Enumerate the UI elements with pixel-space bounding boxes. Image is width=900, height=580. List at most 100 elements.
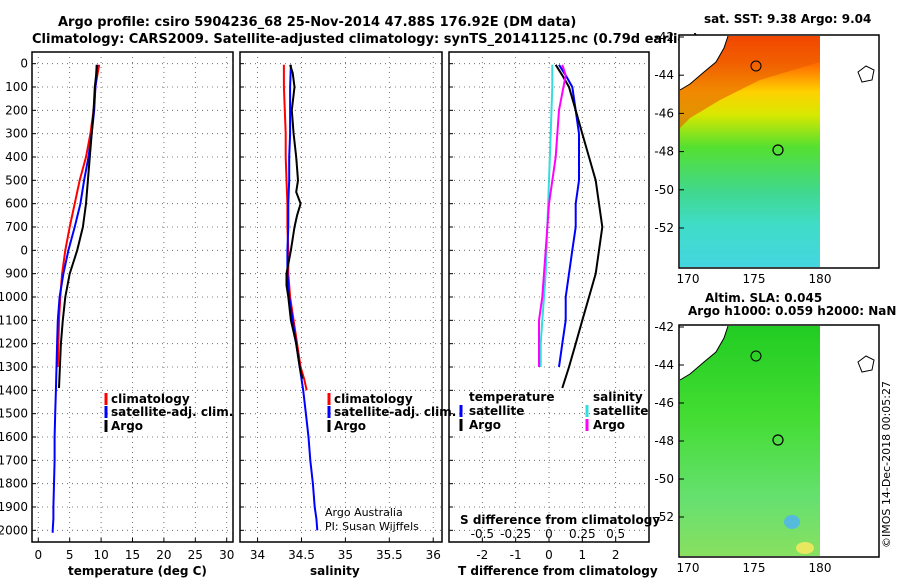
- sla-map: [678, 324, 880, 558]
- map-lon-tick-label: 175: [743, 561, 766, 575]
- pressure-tick-label: 1500: [0, 407, 28, 421]
- sst-island-east: [857, 65, 875, 83]
- x-tick-label: 36: [426, 548, 441, 562]
- pressure-tick-label: 1600: [0, 430, 28, 444]
- pressure-tick-label: 600: [5, 197, 28, 211]
- x-tick-label: 20: [156, 548, 171, 562]
- pressure-tick-label: 1700: [0, 453, 28, 467]
- x-tick-label: 34: [250, 548, 265, 562]
- x-tick-label: -1: [510, 548, 522, 562]
- s-difference-tick-label: 0.25: [569, 527, 596, 541]
- map-lat-tick-label: -46: [654, 106, 674, 120]
- series-line-temperature-argo: [554, 64, 604, 389]
- x-tick-label: 10: [93, 548, 108, 562]
- legend-s-argo-label: Argo: [593, 418, 625, 432]
- pressure-tick-label: 300: [5, 127, 28, 141]
- pressure-tick-label: 0: [20, 243, 28, 257]
- pressure-tick-label: 500: [5, 173, 28, 187]
- sst-map: [678, 34, 880, 269]
- map-lon-tick-label: 170: [677, 272, 700, 286]
- pressure-tick-label: 100: [5, 80, 28, 94]
- salinity-axis-label: salinity: [310, 564, 360, 578]
- s-difference-axis-label: S difference from climatology: [460, 513, 660, 527]
- x-tick-label: -2: [476, 548, 488, 562]
- map-lon-tick-label: 180: [809, 272, 832, 286]
- x-tick-label: 5: [66, 548, 74, 562]
- difference-legend: temperature satellite Argo salinity sate…: [459, 390, 648, 432]
- legend-satellite-label: satellite-adj. clim.: [111, 405, 233, 419]
- series-line-argo: [58, 64, 98, 389]
- sla-argo-position: [772, 434, 784, 446]
- x-tick-label: 30: [219, 548, 234, 562]
- sla-coastline: [679, 325, 729, 381]
- sla-land: [680, 326, 728, 380]
- map-lat-tick-label: -48: [654, 145, 674, 159]
- map-lat-tick-label: -52: [654, 510, 674, 524]
- credit-argo-australia: Argo Australia: [325, 506, 403, 519]
- s-difference-tick-label: -0.5: [471, 527, 494, 541]
- x-tick-label: 35.5: [376, 548, 403, 562]
- map-lat-tick-label: -50: [654, 472, 674, 486]
- x-tick-label: 0: [545, 548, 553, 562]
- x-tick-label: 0: [34, 548, 42, 562]
- s-difference-tick-label: -0.25: [500, 527, 531, 541]
- x-tick-label: 2: [612, 548, 620, 562]
- legend-argo-label: Argo: [334, 419, 366, 433]
- imos-timestamp: ©IMOS 14-Dec-2018 00:05:27: [880, 381, 893, 548]
- sst-coastline: [679, 35, 729, 91]
- x-tick-label: 15: [125, 548, 140, 562]
- sla-island-east: [857, 355, 875, 373]
- s-difference-tick-label: 0: [545, 527, 553, 541]
- pressure-tick-label: 0: [20, 57, 28, 71]
- pressure-tick-label: 700: [5, 220, 28, 234]
- pressure-tick-label: 1900: [0, 500, 28, 514]
- map-lon-tick-label: 180: [809, 561, 832, 575]
- sst-argo-position: [772, 144, 784, 156]
- map-lat-tick-label: -44: [654, 358, 674, 372]
- series-line-salinity-argo: [538, 64, 567, 367]
- map-lon-tick-label: 170: [677, 561, 700, 575]
- map-lat-tick-label: -50: [654, 183, 674, 197]
- series-line-argo: [285, 64, 304, 379]
- t-difference-axis-label: T difference from climatology: [458, 564, 658, 578]
- pressure-tick-label: 1300: [0, 360, 28, 374]
- map-lat-tick-label: -52: [654, 221, 674, 235]
- sla-blue-anomaly: [784, 515, 800, 529]
- pressure-tick-labels: 0 100 200 300 400 500 600 700 0 900 1000 1100 1200 13…: [0, 57, 28, 538]
- pressure-tick-label: 1400: [0, 383, 28, 397]
- credit-pi-name: PI: Susan Wijffels: [325, 520, 419, 533]
- series-line-temperature-satellite: [558, 64, 580, 368]
- map-lat-tick-label: -42: [654, 320, 674, 334]
- legend-argo-label: Argo: [111, 419, 143, 433]
- legend-t-satellite-label: satellite: [469, 404, 524, 418]
- legend-temperature-heading: temperature: [469, 390, 554, 404]
- map-lat-tick-label: -44: [654, 68, 674, 82]
- x-tick-label: 35: [338, 548, 353, 562]
- figure-title-line2: Climatology: CARS2009. Satellite-adjuste…: [32, 32, 699, 47]
- temperature-legend: climatology satellite-adj. clim. Argo: [104, 392, 233, 433]
- s-difference-tick-label: 0.5: [606, 527, 625, 541]
- series-line-satellite-adj-clim-: [286, 64, 319, 531]
- figure-title-line1: Argo profile: csiro 5904236_68 25-Nov-20…: [58, 15, 576, 30]
- pressure-tick-label: 1000: [0, 290, 28, 304]
- x-tick-label: 25: [188, 548, 203, 562]
- legend-climatology-label: climatology: [111, 392, 190, 406]
- pressure-tick-label: 400: [5, 150, 28, 164]
- map-lat-tick-label: -48: [654, 434, 674, 448]
- legend-satellite-label: satellite-adj. clim.: [334, 405, 456, 419]
- legend-climatology-label: climatology: [334, 392, 413, 406]
- sst-island: [750, 60, 762, 72]
- x-tick-label: 34.5: [288, 548, 315, 562]
- pressure-tick-label: 1100: [0, 313, 28, 327]
- map-lat-tick-label: -46: [654, 396, 674, 410]
- salinity-legend: climatology satellite-adj. clim. Argo: [327, 392, 456, 433]
- x-tick-label: 1: [579, 548, 587, 562]
- legend-salinity-heading: salinity: [593, 390, 643, 404]
- map-lon-tick-label: 175: [743, 272, 766, 286]
- sla-island: [750, 350, 762, 362]
- sla-map-title-line1: Altim. SLA: 0.045: [705, 291, 822, 305]
- pressure-tick-label: 1800: [0, 477, 28, 491]
- sla-yellow-anomaly: [796, 542, 814, 554]
- legend-t-argo-label: Argo: [469, 418, 501, 432]
